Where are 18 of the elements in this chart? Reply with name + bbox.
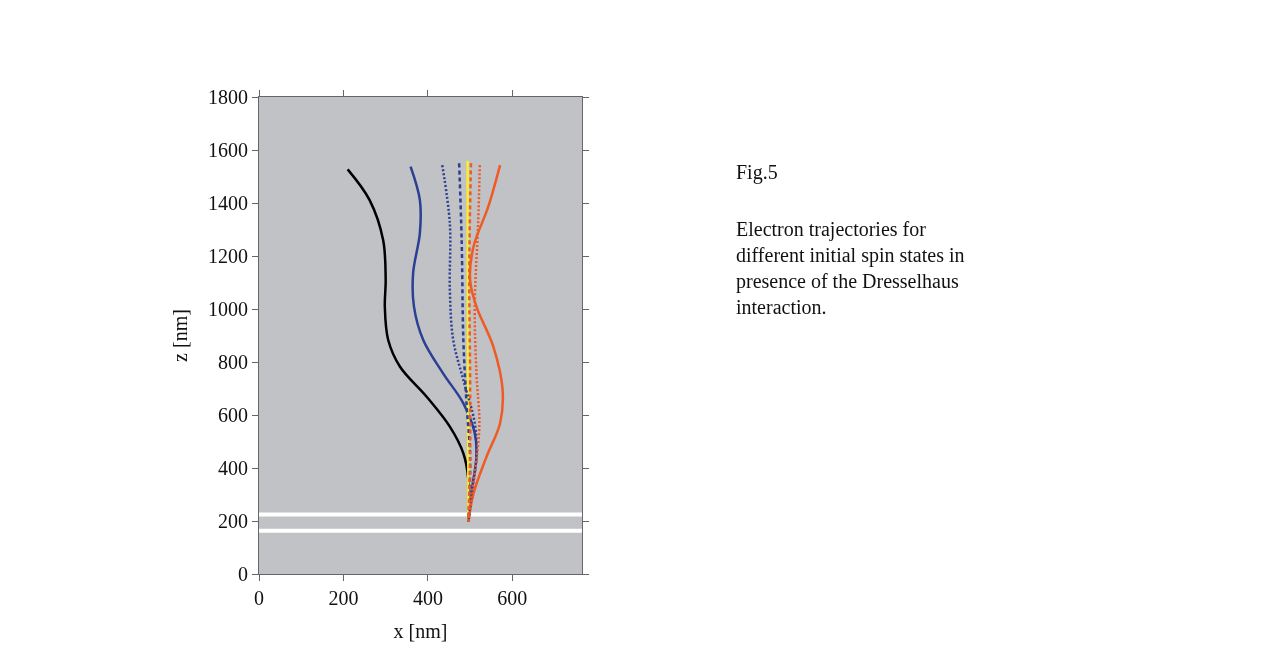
- x-tick-label: 400: [412, 587, 443, 609]
- caption: Fig.5: [736, 161, 778, 184]
- y-tick-label: 1000: [208, 298, 248, 320]
- y-tick-label: 1400: [208, 192, 248, 214]
- y-tick-label: 800: [218, 351, 248, 373]
- x-tick-label: 0: [254, 587, 264, 609]
- y-tick-label: 400: [218, 457, 248, 479]
- x-axis-title: x [nm]: [393, 619, 448, 642]
- y-axis-title: z [nm]: [168, 309, 191, 362]
- text: Electron trajectories for different initial spin states in presence of the Dresselhaus interaction.: [736, 218, 965, 318]
- y-tick-label: 1600: [208, 139, 248, 161]
- y-tick-label: 600: [218, 404, 248, 426]
- x-tick-label: 600: [497, 587, 528, 609]
- y-tick-label: 1200: [208, 245, 248, 267]
- x-tick-label: 200: [328, 587, 359, 609]
- y-tick-label: 0: [238, 563, 248, 585]
- y-tick-label: 200: [218, 510, 248, 532]
- y-tick-label: 1800: [208, 86, 248, 108]
